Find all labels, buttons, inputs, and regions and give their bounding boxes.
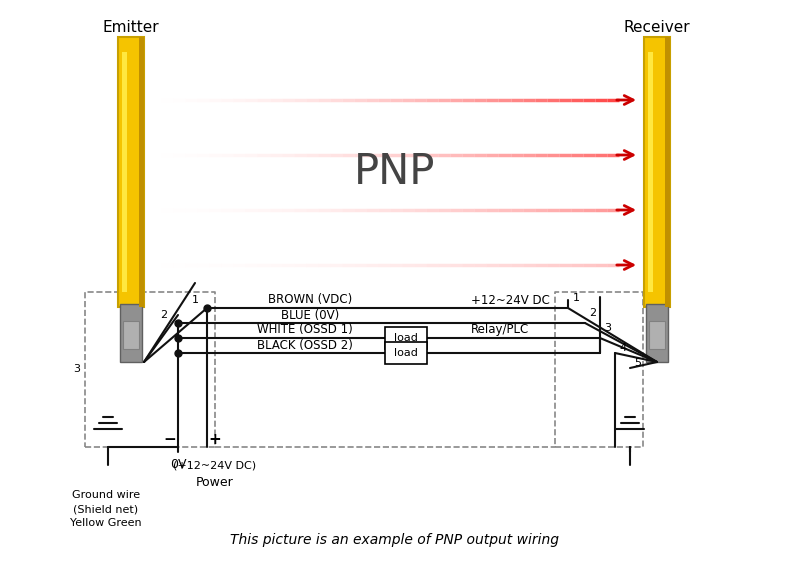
Text: +: + [209, 432, 221, 446]
Bar [644, 37, 670, 307]
Bar [123, 321, 139, 349]
Bar [648, 52, 653, 292]
Bar [646, 304, 668, 362]
Text: 3: 3 [604, 323, 611, 333]
Bar [385, 342, 427, 364]
Text: BLUE (0V): BLUE (0V) [281, 309, 339, 321]
Text: 2: 2 [160, 310, 167, 320]
Text: (+12~24V DC): (+12~24V DC) [174, 460, 257, 470]
Text: load: load [394, 333, 418, 343]
Text: PNP: PNP [354, 151, 436, 193]
Text: This picture is an example of PNP output wiring: This picture is an example of PNP output… [231, 533, 559, 547]
Bar [665, 37, 670, 307]
Text: 2: 2 [589, 308, 596, 318]
Bar [122, 52, 127, 292]
Text: Receiver: Receiver [623, 20, 690, 34]
Text: Relay/PLC: Relay/PLC [471, 324, 529, 337]
Text: (Shield net): (Shield net) [73, 504, 138, 514]
Text: Yellow Green: Yellow Green [70, 518, 142, 528]
Text: −: − [164, 432, 176, 446]
Text: 4: 4 [619, 343, 626, 353]
Text: WHITE (OSSD 1): WHITE (OSSD 1) [257, 324, 353, 337]
Text: +12~24V DC: +12~24V DC [471, 293, 549, 306]
Bar [649, 321, 665, 349]
Bar [120, 304, 142, 362]
Text: Ground wire: Ground wire [72, 490, 140, 500]
Text: 1: 1 [573, 293, 580, 303]
Text: BROWN (VDC): BROWN (VDC) [268, 293, 352, 306]
Bar [385, 327, 427, 349]
Text: 3: 3 [73, 365, 81, 374]
Text: 1: 1 [191, 295, 198, 305]
Text: Power: Power [196, 475, 234, 488]
Text: 5: 5 [634, 358, 641, 368]
Text: load: load [394, 348, 418, 358]
Text: 0V: 0V [170, 459, 186, 472]
Bar [118, 37, 144, 307]
Bar [139, 37, 144, 307]
Text: BLACK (OSSD 2): BLACK (OSSD 2) [257, 338, 353, 351]
Text: Emitter: Emitter [103, 20, 160, 34]
